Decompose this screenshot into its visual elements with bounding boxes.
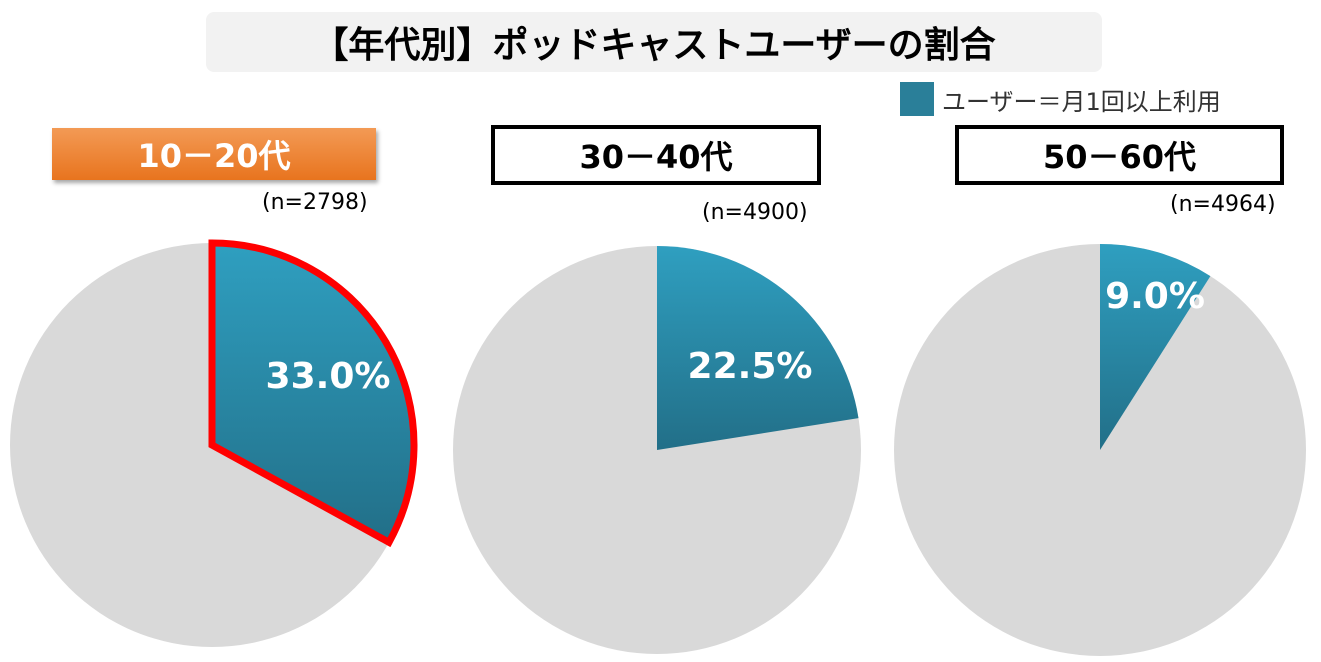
- group-label-10-20: 10－20代: [52, 128, 376, 180]
- data-label-50-60: 9.0%: [1105, 276, 1205, 317]
- legend-swatch-user: [900, 82, 934, 116]
- sample-size-10-20: (n=2798): [262, 190, 368, 215]
- group-label-50-60: 50－60代: [955, 125, 1284, 185]
- pie-slice-user-50-60: [1100, 244, 1211, 450]
- pie-slice-user-10-20: [212, 243, 415, 543]
- sample-size-30-40: (n=4900): [702, 200, 808, 225]
- pie-slice-user-30-40: [657, 246, 859, 450]
- group-label-30-40: 30－40代: [491, 125, 821, 185]
- chart-title: 【年代別】ポッドキャストユーザーの割合: [206, 12, 1102, 72]
- data-label-30-40: 22.5%: [688, 346, 813, 387]
- legend: ユーザー＝月1回以上利用: [900, 82, 1221, 116]
- highlight-border-10-20: [208, 239, 418, 548]
- legend-label-user: ユーザー＝月1回以上利用: [942, 87, 1221, 116]
- sample-size-50-60: (n=4964): [1170, 192, 1276, 217]
- data-label-10-20: 33.0%: [266, 356, 391, 397]
